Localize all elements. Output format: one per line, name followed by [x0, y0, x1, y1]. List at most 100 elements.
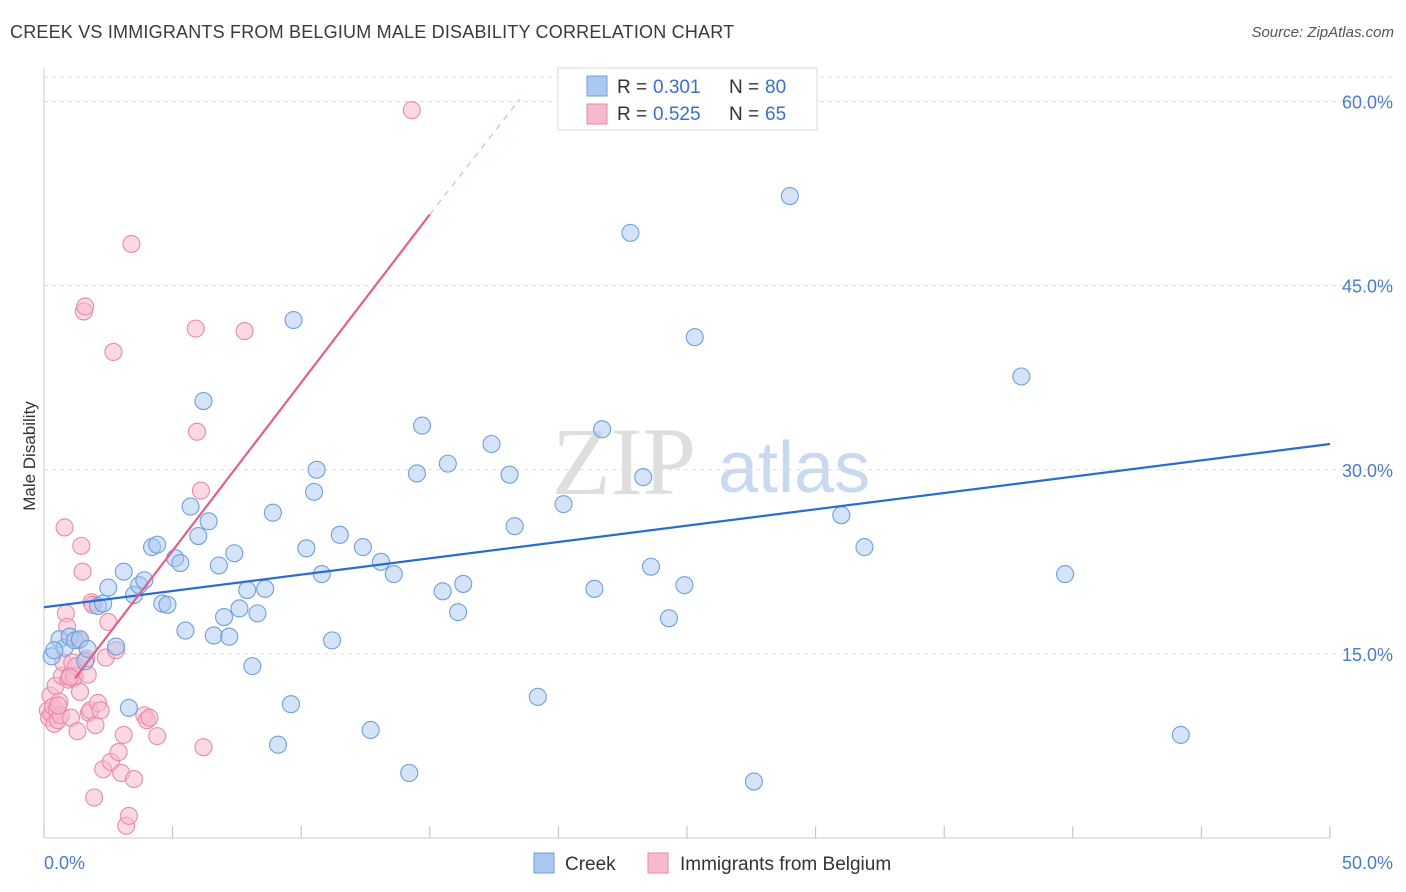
point-belgium: [73, 562, 92, 581]
point-belgium: [191, 481, 210, 500]
y-tick-label: 45.0%: [1342, 277, 1393, 297]
trendline-creek: [43, 442, 1331, 609]
point-creek: [230, 599, 249, 618]
watermark-zip: ZIP: [552, 408, 696, 515]
point-creek: [855, 538, 874, 557]
legend-belgium-r-label: R =: [617, 104, 647, 125]
point-belgium: [194, 738, 213, 757]
point-creek: [194, 391, 213, 411]
legend-creek-n-label: N =: [729, 77, 759, 98]
point-creek: [449, 603, 468, 622]
point-creek: [248, 604, 267, 623]
x-tick-labels: 0.0% 50.0%: [44, 853, 1393, 873]
point-belgium: [186, 319, 205, 338]
point-creek: [528, 687, 547, 706]
point-creek: [176, 621, 195, 640]
point-creek: [305, 482, 324, 501]
gridlines: [44, 76, 1392, 655]
legend-creek-r-value: 0.301: [653, 77, 701, 98]
point-creek: [641, 557, 661, 576]
point-creek: [94, 594, 113, 613]
legend-swatch-belgium: [586, 103, 608, 125]
bottom-legend-swatch-creek: [533, 852, 555, 874]
point-belgium: [60, 668, 79, 687]
point-creek: [323, 631, 342, 650]
point-belgium: [402, 101, 421, 120]
legend-swatch-creek: [586, 75, 608, 97]
point-creek: [371, 552, 390, 571]
point-creek: [505, 517, 524, 536]
point-belgium: [55, 518, 74, 537]
point-creek: [438, 454, 457, 473]
point-creek: [158, 595, 177, 614]
point-creek: [593, 420, 612, 439]
point-creek: [243, 657, 262, 676]
point-creek: [263, 503, 282, 522]
point-belgium: [109, 743, 128, 762]
point-belgium: [148, 727, 167, 746]
series-belgium-points: [38, 101, 421, 835]
point-creek: [220, 627, 239, 646]
point-creek: [307, 460, 326, 479]
point-belgium: [72, 536, 91, 555]
point-belgium: [49, 696, 68, 715]
point-creek: [832, 506, 851, 525]
point-belgium: [235, 322, 254, 341]
point-creek: [585, 579, 604, 598]
point-creek: [1171, 725, 1190, 744]
point-creek: [413, 416, 432, 435]
point-creek: [209, 556, 228, 575]
bottom-legend-swatch-belgium: [647, 852, 669, 874]
point-creek: [353, 538, 372, 557]
point-belgium: [85, 788, 104, 807]
point-belgium: [70, 682, 90, 701]
chart-title: CREEK VS IMMIGRANTS FROM BELGIUM MALE DI…: [10, 22, 735, 42]
legend-creek-r-label: R =: [617, 77, 647, 98]
point-creek: [500, 465, 519, 484]
point-creek: [119, 698, 138, 717]
point-creek: [312, 565, 331, 584]
point-creek: [238, 581, 257, 600]
point-belgium: [187, 422, 207, 441]
legend-belgium-r-value: 0.525: [653, 104, 701, 125]
legend-belgium-n-value: 65: [765, 104, 786, 125]
legend-creek-n-value: 80: [765, 77, 786, 98]
point-creek: [330, 525, 349, 544]
point-creek: [204, 626, 223, 645]
point-creek: [225, 544, 244, 563]
point-creek: [1056, 565, 1075, 584]
point-belgium: [114, 725, 133, 744]
trendline-belgium: [73, 213, 431, 680]
y-tick-labels: 15.0% 30.0% 45.0% 60.0%: [1342, 93, 1393, 665]
bottom-legend-creek: Creek: [565, 854, 616, 875]
point-creek: [269, 735, 288, 754]
y-tick-label: 60.0%: [1342, 93, 1393, 113]
point-creek: [114, 562, 133, 581]
point-creek: [400, 763, 419, 782]
series-creek-points: [42, 187, 1190, 791]
point-creek: [407, 464, 426, 483]
point-creek: [297, 539, 316, 558]
point-creek: [780, 187, 799, 206]
point-belgium: [104, 342, 123, 361]
point-creek: [744, 772, 763, 791]
top-legend: R = 0.301 N = 80 R = 0.525 N = 65: [557, 67, 818, 131]
point-creek: [675, 576, 694, 595]
point-creek: [1012, 367, 1031, 386]
point-creek: [181, 497, 200, 516]
point-creek: [454, 574, 473, 593]
point-creek: [482, 434, 501, 454]
point-creek: [171, 554, 190, 573]
point-creek: [281, 695, 300, 714]
legend-belgium-n-label: N =: [729, 104, 759, 125]
point-belgium: [140, 708, 159, 727]
point-creek: [433, 582, 452, 601]
y-tick-label: 15.0%: [1342, 645, 1393, 665]
trendline-belgium-extension: [429, 98, 521, 215]
point-creek: [284, 310, 303, 330]
point-creek: [189, 527, 208, 546]
point-creek: [659, 609, 679, 628]
point-belgium: [76, 297, 95, 316]
point-belgium: [124, 770, 144, 789]
point-creek: [554, 495, 573, 514]
